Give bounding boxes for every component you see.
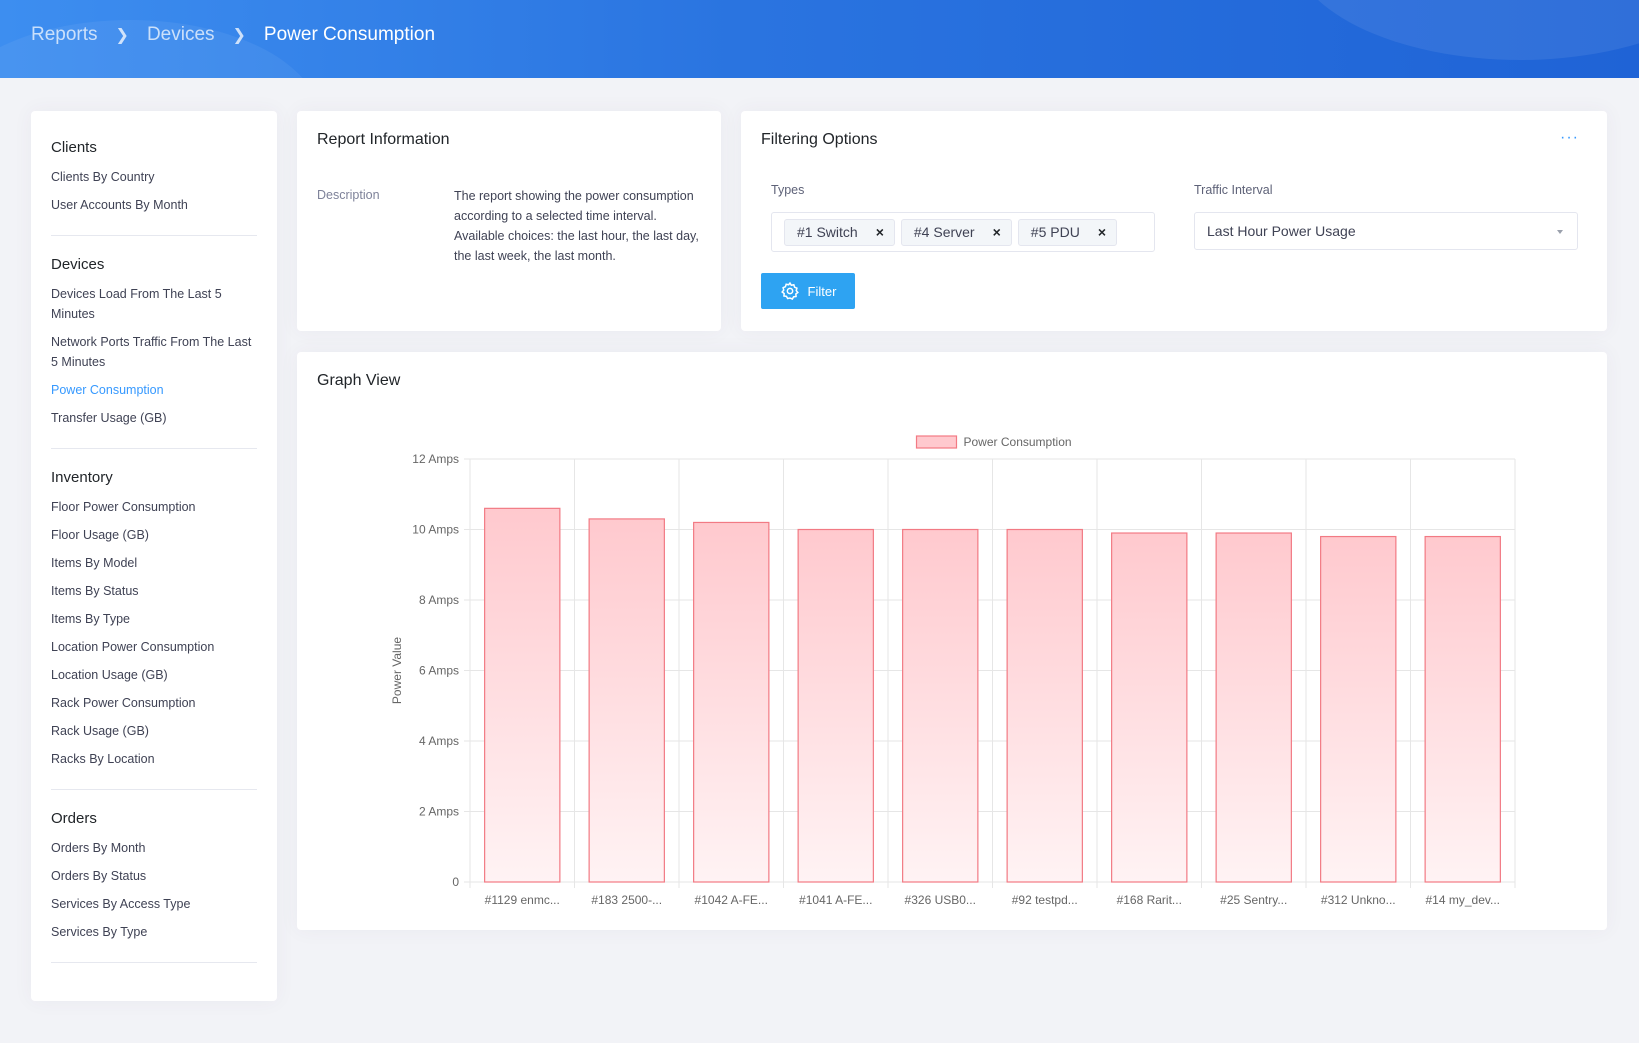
sidebar-item[interactable]: Items By Model	[51, 556, 138, 570]
type-chip-label: #5 PDU	[1030, 224, 1080, 240]
nav-group-orders: Orders Orders By Month Orders By Status Ser…	[51, 810, 257, 963]
y-tick-label: 12 Amps	[412, 452, 459, 466]
report-sidebar: Clients Clients By Country User Accounts B…	[31, 111, 277, 1001]
sidebar-item[interactable]: Devices Load From The Last 5 Minutes	[51, 287, 222, 321]
bar	[1111, 532, 1188, 883]
sidebar-item[interactable]: Orders By Status	[51, 869, 147, 883]
bar	[693, 521, 770, 883]
filtering-options-card: Filtering Options ··· Types #1 Switch × …	[741, 111, 1607, 331]
sidebar-item[interactable]: Items By Type	[51, 612, 130, 626]
nav-group-title: Orders	[51, 810, 97, 827]
sidebar-item[interactable]: Floor Power Consumption	[51, 500, 196, 514]
sidebar-item[interactable]: Network Ports Traffic From The Last 5 Mi…	[51, 335, 252, 369]
traffic-interval-label: Traffic Interval	[1194, 183, 1273, 197]
nav-group-title: Inventory	[51, 469, 113, 486]
x-tick-label: #183 2500-...	[591, 893, 662, 907]
x-tick-label: #326 USB0...	[905, 893, 976, 907]
nav-group-devices: Devices Devices Load From The Last 5 Minu…	[51, 256, 257, 449]
filtering-options-title: Filtering Options	[761, 131, 878, 148]
chip-close-icon[interactable]: ×	[875, 224, 884, 240]
nav-group-title: Devices	[51, 256, 105, 273]
sidebar-item[interactable]: Orders By Month	[51, 841, 146, 855]
x-tick-label: #92 testpd...	[1012, 893, 1078, 907]
sidebar-item[interactable]: Rack Usage (GB)	[51, 724, 149, 738]
sidebar-item[interactable]: User Accounts By Month	[51, 198, 188, 212]
legend-swatch	[915, 435, 958, 449]
y-tick-label: 6 Amps	[419, 664, 459, 678]
sidebar-item[interactable]: Services By Type	[51, 925, 148, 939]
x-tick-label: #1042 A-FE...	[695, 893, 768, 907]
traffic-interval-select[interactable]: Last Hour Power Usage	[1194, 212, 1578, 250]
traffic-interval-value: Last Hour Power Usage	[1207, 223, 1356, 239]
chip-close-icon[interactable]: ×	[1097, 224, 1106, 240]
report-information-title: Report Information	[317, 131, 450, 148]
type-chip[interactable]: #1 Switch ×	[784, 218, 895, 246]
sidebar-item[interactable]: Floor Usage (GB)	[51, 528, 149, 542]
y-tick-label: 8 Amps	[419, 593, 459, 607]
breadcrumb: Reports ❯ Devices ❯ Power Consumption	[31, 24, 435, 46]
chevron-down-icon	[1557, 230, 1563, 234]
types-multiselect[interactable]: #1 Switch × #4 Server × #5 PDU ×	[771, 212, 1155, 252]
bar	[1215, 532, 1292, 883]
breadcrumb-chevron-icon: ❯	[115, 27, 129, 44]
x-tick-label: #168 Rarit...	[1117, 893, 1182, 907]
bar	[797, 528, 874, 883]
power-consumption-chart: 0 2 Amps 4 Amps 6 Amps 8 Amps 10 Amps 12 Amps #…	[390, 435, 1516, 907]
y-tick-label: 4 Amps	[419, 734, 459, 748]
type-chip[interactable]: #5 PDU ×	[1017, 218, 1117, 246]
gear-icon	[780, 281, 799, 300]
header-decoration	[1290, 0, 1639, 60]
sidebar-item[interactable]: Location Usage (GB)	[51, 668, 168, 682]
x-tick-label: #1129 enmc...	[485, 893, 560, 907]
x-tick-label: #25 Sentry...	[1220, 893, 1287, 907]
sidebar-item[interactable]: Transfer Usage (GB)	[51, 411, 167, 425]
description-text: The report showing the power consumption…	[454, 189, 699, 263]
nav-group-title: Clients	[51, 139, 97, 156]
breadcrumb-current: Power Consumption	[263, 24, 436, 45]
legend-label: Power Consumption	[964, 435, 1072, 449]
y-tick-label: 10 Amps	[412, 523, 459, 537]
sidebar-item[interactable]: Items By Status	[51, 584, 139, 598]
types-label: Types	[771, 183, 805, 197]
more-options-icon[interactable]: ···	[1560, 129, 1579, 146]
nav-group-clients: Clients Clients By Country User Accounts B…	[51, 139, 257, 236]
y-axis-label: Power Value	[390, 637, 404, 704]
filter-button-label: Filter	[807, 283, 837, 299]
sidebar-item[interactable]: Racks By Location	[51, 752, 155, 766]
bar	[1320, 535, 1397, 883]
x-tick-label: #1041 A-FE...	[799, 893, 872, 907]
sidebar-item[interactable]: Location Power Consumption	[51, 640, 215, 654]
bar	[588, 518, 665, 883]
graph-view-card: Graph View 0 2 Amps 4 Amps 6 Amps 8 Amps 10 A…	[297, 352, 1607, 930]
sidebar-item[interactable]: Clients By Country	[51, 170, 155, 184]
x-tick-label: #14 my_dev...	[1426, 893, 1500, 907]
type-chip-label: #1 Switch	[797, 224, 858, 240]
sidebar-item[interactable]: Services By Access Type	[51, 897, 191, 911]
header-bar: Reports ❯ Devices ❯ Power Consumption	[0, 0, 1639, 78]
description-row: Description The report showing the power…	[317, 186, 701, 266]
x-tick-label: #312 Unkno...	[1321, 893, 1396, 907]
breadcrumb-reports[interactable]: Reports	[31, 24, 98, 45]
type-chip[interactable]: #4 Server ×	[900, 218, 1012, 246]
y-tick-label: 0	[452, 875, 459, 889]
type-chip-label: #4 Server	[913, 224, 975, 240]
report-information-card: Report Information Description The repor…	[297, 111, 721, 331]
y-tick-label: 2 Amps	[419, 805, 459, 819]
breadcrumb-devices[interactable]: Devices	[146, 24, 215, 45]
chip-close-icon[interactable]: ×	[992, 224, 1001, 240]
bar	[1424, 535, 1501, 883]
bar	[484, 507, 561, 883]
graph-view-title: Graph View	[317, 372, 401, 389]
bar	[902, 528, 979, 883]
description-label: Description	[317, 188, 380, 202]
nav-group-inventory: Inventory Floor Power Consumption Floor Us…	[51, 469, 257, 790]
sidebar-item[interactable]: Power Consumption	[51, 383, 164, 397]
breadcrumb-chevron-icon: ❯	[232, 27, 246, 44]
bar	[1006, 528, 1083, 883]
sidebar-item[interactable]: Rack Power Consumption	[51, 696, 196, 710]
filter-button[interactable]: Filter	[761, 273, 855, 309]
